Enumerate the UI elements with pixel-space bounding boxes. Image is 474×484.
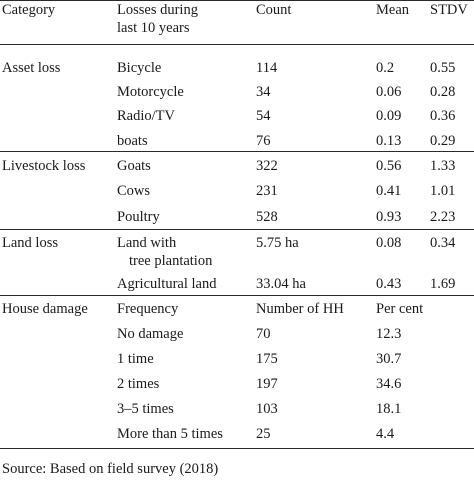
row-count: 197 (256, 376, 278, 392)
row-stdv: 0.34 (430, 235, 456, 251)
row-mean: 0.13 (376, 133, 402, 149)
row-count: 175 (256, 351, 278, 367)
row-stdv: 2.23 (430, 209, 456, 225)
row-mean: 0.2 (376, 60, 395, 76)
row-count: 76 (256, 133, 271, 149)
table-bottom-rule (0, 448, 474, 449)
subheader-per-cent: Per cent (376, 301, 424, 317)
row-item: Goats (117, 158, 151, 174)
row-stdv: 1.33 (430, 158, 456, 174)
row-item: No damage (117, 326, 184, 342)
row-item: 2 times (117, 376, 160, 392)
row-count: 54 (256, 108, 271, 124)
row-mean: 0.08 (376, 235, 402, 251)
header-losses-line2: last 10 years (117, 20, 190, 36)
row-count: 103 (256, 401, 278, 417)
row-item: 3–5 times (117, 401, 174, 417)
header-stdv: STDV (430, 2, 468, 18)
row-count: 5.75 ha (256, 235, 299, 251)
row-item-line2: tree plantation (129, 253, 213, 269)
row-mean: 0.56 (376, 158, 402, 174)
row-item: Land with (117, 235, 177, 251)
category-house-damage: House damage (2, 301, 88, 317)
row-count: 34 (256, 84, 271, 100)
row-count: 33.04 ha (256, 276, 306, 292)
table-top-rule (0, 0, 474, 1)
subheader-frequency: Frequency (117, 301, 179, 317)
row-mean: 18.1 (376, 401, 402, 417)
row-stdv: 1.01 (430, 183, 456, 199)
row-mean: 0.93 (376, 209, 402, 225)
row-stdv: 0.36 (430, 108, 456, 124)
row-item: Poultry (117, 209, 160, 225)
row-mean: 0.06 (376, 84, 402, 100)
category-livestock-loss: Livestock loss (2, 158, 86, 174)
row-stdv: 0.55 (430, 60, 456, 76)
header-count: Count (256, 2, 292, 18)
row-item: Agricultural land (117, 276, 217, 292)
row-mean: 0.09 (376, 108, 402, 124)
header-category: Category (2, 2, 56, 18)
row-item: Cows (117, 183, 151, 199)
table-source-note: Source: Based on field survey (2018) (2, 461, 219, 477)
row-item: Motorcycle (117, 84, 184, 100)
header-bottom-rule (0, 44, 474, 45)
row-count: 322 (256, 158, 278, 174)
row-mean: 0.43 (376, 276, 402, 292)
row-mean: 34.6 (376, 376, 402, 392)
row-count: 70 (256, 326, 271, 342)
row-stdv: 0.29 (430, 133, 456, 149)
row-count: 231 (256, 183, 278, 199)
row-stdv: 1.69 (430, 276, 456, 292)
row-count: 114 (256, 60, 278, 76)
section-divider (0, 229, 474, 230)
header-mean: Mean (376, 2, 410, 18)
section-divider (0, 295, 474, 296)
row-count: 528 (256, 209, 278, 225)
row-mean: 30.7 (376, 351, 402, 367)
row-item: 1 time (117, 351, 154, 367)
row-mean: 0.41 (376, 183, 402, 199)
row-item: More than 5 times (117, 426, 223, 442)
row-item: Bicycle (117, 60, 162, 76)
header-losses-line1: Losses during (117, 2, 198, 18)
row-item: boats (117, 133, 148, 149)
row-mean: 4.4 (376, 426, 395, 442)
category-asset-loss: Asset loss (2, 60, 61, 76)
row-mean: 12.3 (376, 326, 402, 342)
category-land-loss: Land loss (2, 235, 58, 251)
subheader-number-of-hh: Number of HH (256, 301, 344, 317)
section-divider (0, 151, 474, 152)
row-stdv: 0.28 (430, 84, 456, 100)
row-item: Radio/TV (117, 108, 175, 124)
row-count: 25 (256, 426, 271, 442)
